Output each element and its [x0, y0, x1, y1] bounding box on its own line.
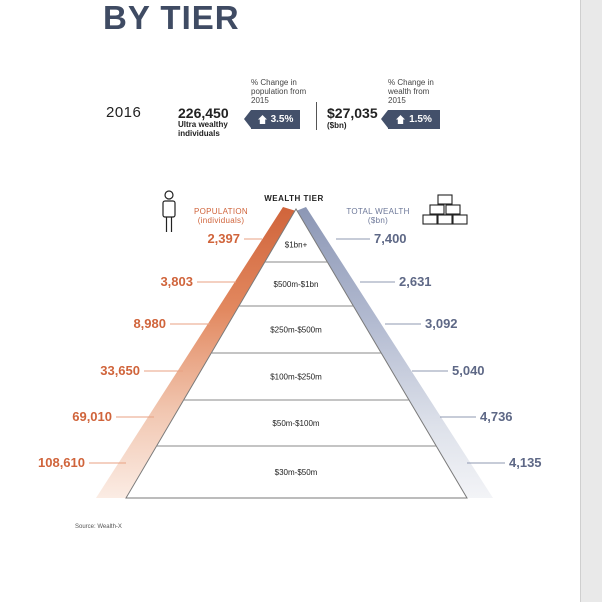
- tier-label: $50m-$100m: [272, 419, 319, 428]
- population-header: POPULATION (individuals): [186, 207, 256, 225]
- tier-label: $100m-$250m: [270, 373, 322, 382]
- source-note: Source: Wealth-X: [75, 524, 122, 530]
- house-arrow-icon: [396, 115, 406, 124]
- population-change-label: % Change in population from 2015: [251, 78, 307, 105]
- population-value: 108,610: [38, 455, 85, 470]
- population-change-value: 3.5%: [270, 114, 294, 125]
- house-arrow-icon: [257, 115, 267, 124]
- gold-bars-icon: [422, 194, 468, 225]
- tier-label: $1bn+: [285, 241, 308, 250]
- tier-label: $250m-$500m: [270, 326, 322, 335]
- population-value: 8,980: [133, 316, 166, 331]
- wealth-value: 4,736: [480, 409, 513, 424]
- wealth-value: 5,040: [452, 363, 485, 378]
- population-header-line2: (individuals): [197, 216, 245, 225]
- wealth-change-value: 1.5%: [409, 114, 432, 125]
- wealth-value: 7,400: [374, 231, 407, 246]
- wealth-value: 2,631: [399, 274, 432, 289]
- divider: [316, 102, 317, 130]
- tier-label: $30m-$50m: [275, 468, 318, 477]
- wealth-header-line1: TOTAL WEALTH: [346, 207, 410, 216]
- page-edge: [580, 0, 602, 602]
- population-change-badge: 3.5%: [244, 110, 300, 129]
- population-value: 33,650: [100, 363, 140, 378]
- population-header-line1: POPULATION: [194, 207, 248, 216]
- wealth-total-unit: ($bn): [327, 121, 347, 130]
- population-total-label: Ultra wealthy individuals: [178, 120, 228, 138]
- wealth-band: [296, 207, 493, 498]
- wealth-pyramid-chart: WEALTH TIER $1bn+ 2,397 7,400 $500m-$1bn 3,8…: [38, 194, 542, 499]
- population-value: 3,803: [160, 274, 193, 289]
- population-band: [96, 207, 296, 498]
- wealth-header-line2: ($bn): [367, 216, 389, 225]
- wealth-change-label: % Change in wealth from 2015: [388, 78, 434, 105]
- page-title: BY TIER: [103, 0, 240, 36]
- population-value: 69,010: [72, 409, 112, 424]
- chart-title: WEALTH TIER: [264, 194, 324, 203]
- wealth-value: 3,092: [425, 316, 458, 331]
- population-total: 226,450: [178, 105, 229, 121]
- wealth-value: 4,135: [509, 455, 542, 470]
- population-value: 2,397: [207, 231, 240, 246]
- wealth-header: TOTAL WEALTH ($bn): [340, 207, 416, 225]
- wealth-change-badge: 1.5%: [381, 110, 440, 129]
- wealth-total: $27,035: [327, 105, 378, 121]
- year-label: 2016: [106, 104, 142, 121]
- person-icon: [162, 190, 176, 232]
- tier-label: $500m-$1bn: [274, 280, 319, 289]
